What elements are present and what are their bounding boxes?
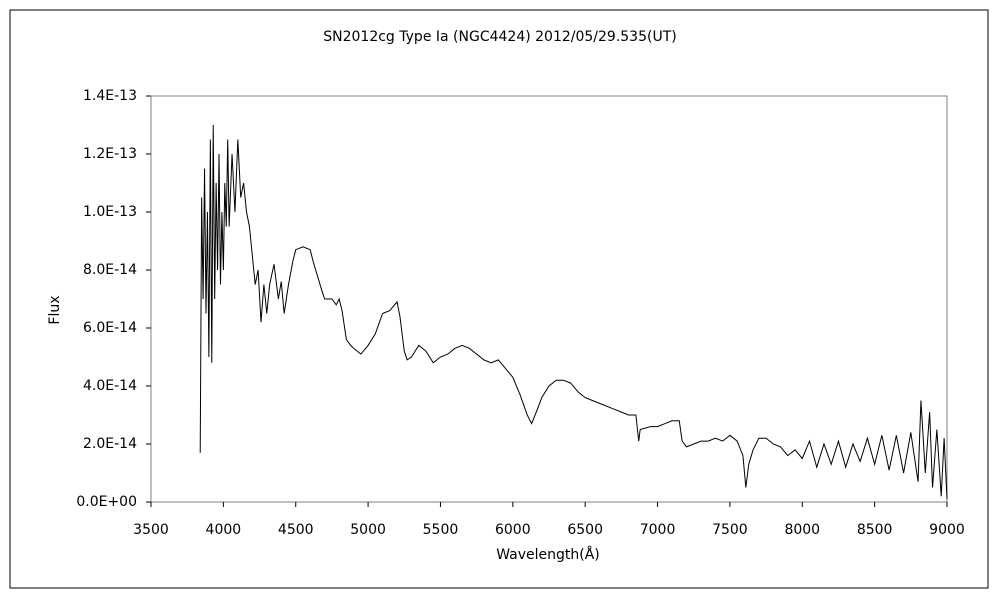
x-tick-label: 8500 xyxy=(857,522,893,538)
x-tick-label: 7500 xyxy=(712,522,748,538)
chart-title: SN2012cg Type Ia (NGC4424) 2012/05/29.53… xyxy=(323,29,676,45)
x-tick-label: 6000 xyxy=(495,522,531,538)
plot-area xyxy=(150,95,948,503)
x-tick-label: 4000 xyxy=(206,522,242,538)
y-tick-label: 1.2E-13 xyxy=(83,146,137,162)
x-tick-label: 8000 xyxy=(784,522,820,538)
spectrum-line xyxy=(199,124,948,500)
x-tick-label: 3500 xyxy=(133,522,169,538)
y-tick-label: 0.0E+00 xyxy=(76,494,137,510)
y-tick-label: 1.0E-13 xyxy=(83,204,137,220)
x-tick-label: 7000 xyxy=(640,522,676,538)
x-axis-label: Wavelength(Å) xyxy=(496,546,600,563)
y-tick-label: 4.0E-14 xyxy=(83,378,137,394)
x-tick-label: 6500 xyxy=(567,522,603,538)
x-tick-label: 5500 xyxy=(423,522,459,538)
y-axis-label: Flux xyxy=(47,295,63,324)
y-tick-label: 2.0E-14 xyxy=(83,436,137,452)
y-tick-label: 8.0E-14 xyxy=(83,262,137,278)
y-tick-label: 6.0E-14 xyxy=(83,320,137,336)
x-tick-label: 5000 xyxy=(350,522,386,538)
x-tick-label: 4500 xyxy=(278,522,314,538)
x-tick-label: 9000 xyxy=(929,522,965,538)
y-tick-label: 1.4E-13 xyxy=(83,88,137,104)
